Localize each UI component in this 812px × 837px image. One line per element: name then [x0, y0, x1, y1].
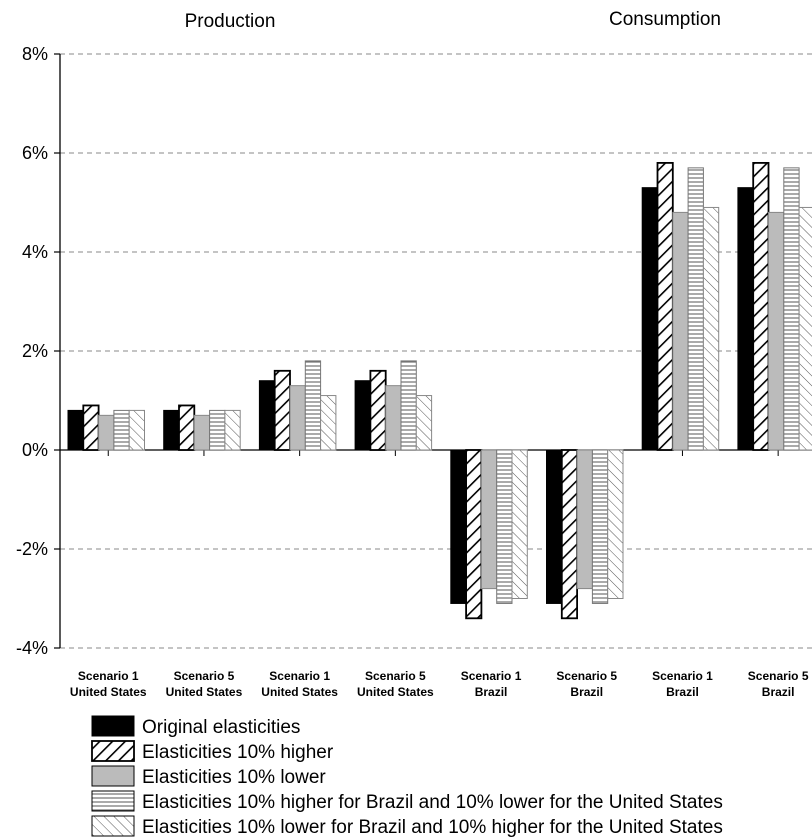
bar-1-7: [641, 187, 659, 451]
bar-2-4: [369, 369, 387, 451]
bar-2-3: [273, 369, 291, 451]
category-label-line1: Scenario 1: [269, 669, 330, 683]
bar-2-7: [656, 161, 674, 451]
bar-3-5: [480, 449, 498, 590]
legend-swatch-2: [91, 740, 135, 762]
category-label-line1: Scenario 5: [556, 669, 617, 683]
y-tick-label: 4%: [22, 242, 48, 262]
category-label-line2: United States: [357, 685, 434, 699]
bar-1-8: [737, 187, 754, 451]
bar-5-1: [128, 409, 145, 451]
bar-2-2: [178, 404, 196, 451]
bar-3-4: [385, 385, 402, 451]
bar-1-1: [67, 409, 84, 451]
bar-1-6: [546, 449, 563, 604]
bar-3-7: [672, 211, 689, 451]
bar-5-4: [415, 395, 433, 451]
bar-4-1: [113, 409, 130, 451]
legend: Original elasticities Elasticities 10% hi…: [91, 715, 723, 837]
y-tick-label: 6%: [22, 143, 48, 163]
category-label-line1: Scenario 5: [174, 669, 235, 683]
section-title: Consumption: [609, 9, 721, 30]
bar-1-5: [450, 449, 467, 604]
y-tick-label: -2%: [16, 539, 48, 559]
y-tick-label: -4%: [16, 638, 48, 658]
section-titles: Production Consumption: [185, 9, 721, 32]
bar-3-8: [768, 211, 785, 451]
bar-4-3: [304, 360, 322, 451]
legend-label-4: Elasticities 10% higher for Brazil and 1…: [142, 792, 723, 813]
bar-5-3: [320, 395, 337, 451]
bar-4-8: [783, 167, 800, 451]
category-label-line1: Scenario 5: [748, 669, 809, 683]
bar-4-2: [209, 409, 226, 451]
category-label-line2: Brazil: [762, 685, 795, 699]
category-label-line2: Brazil: [666, 685, 699, 699]
legend-label-1: Original elasticities: [142, 717, 300, 738]
y-tick-label: 0%: [22, 440, 48, 460]
legend-label-5: Elasticities 10% lower for Brazil and 10…: [142, 817, 723, 837]
bar-2-1: [82, 404, 100, 451]
bar-3-2: [193, 414, 211, 451]
bar-4-4: [400, 360, 417, 451]
category-label-line2: United States: [166, 685, 243, 699]
category-label-line2: Brazil: [475, 685, 508, 699]
bar-2-5: [465, 449, 483, 620]
legend-label-3: Elasticities 10% lower: [142, 767, 326, 788]
legend-swatch-4: [91, 790, 135, 812]
bar-4-7: [687, 167, 704, 451]
y-axis: -4% -2% 0% 2% 4% 6% 8%: [16, 44, 779, 658]
category-label-line1: Scenario 1: [78, 669, 139, 683]
legend-swatch-3: [91, 765, 135, 787]
category-label-line1: Scenario 1: [461, 669, 522, 683]
bar-3-6: [576, 449, 593, 590]
bar-5-6: [607, 449, 624, 599]
section-title: Production: [185, 11, 276, 32]
bar-1-2: [163, 409, 180, 451]
category-label-line2: United States: [261, 685, 338, 699]
category-label-line1: Scenario 5: [365, 669, 426, 683]
category-label-line2: Brazil: [570, 685, 603, 699]
bar-3-1: [98, 414, 115, 451]
bar-4-6: [591, 449, 609, 604]
y-tick-label: 8%: [22, 44, 48, 64]
bar-3-3: [289, 385, 306, 451]
category-label-line1: Scenario 1: [652, 669, 713, 683]
bar-2-6: [560, 449, 578, 620]
bar-1-3: [258, 380, 276, 451]
bar-1-4: [354, 380, 371, 451]
bar-4-5: [496, 449, 513, 604]
bar-5-5: [511, 449, 528, 599]
bar-5-2: [224, 409, 241, 451]
legend-swatch-5: [91, 815, 135, 837]
bar-2-8: [752, 161, 770, 451]
bar-5-8: [798, 206, 812, 451]
category-label-line2: United States: [70, 685, 147, 699]
legend-swatch-1: [91, 715, 135, 737]
legend-label-2: Elasticities 10% higher: [142, 742, 334, 763]
bar-5-7: [702, 206, 720, 451]
y-tick-label: 2%: [22, 341, 48, 361]
category-labels: Scenario 1 United States Scenario 5 United …: [70, 669, 809, 699]
bars: [67, 161, 812, 620]
